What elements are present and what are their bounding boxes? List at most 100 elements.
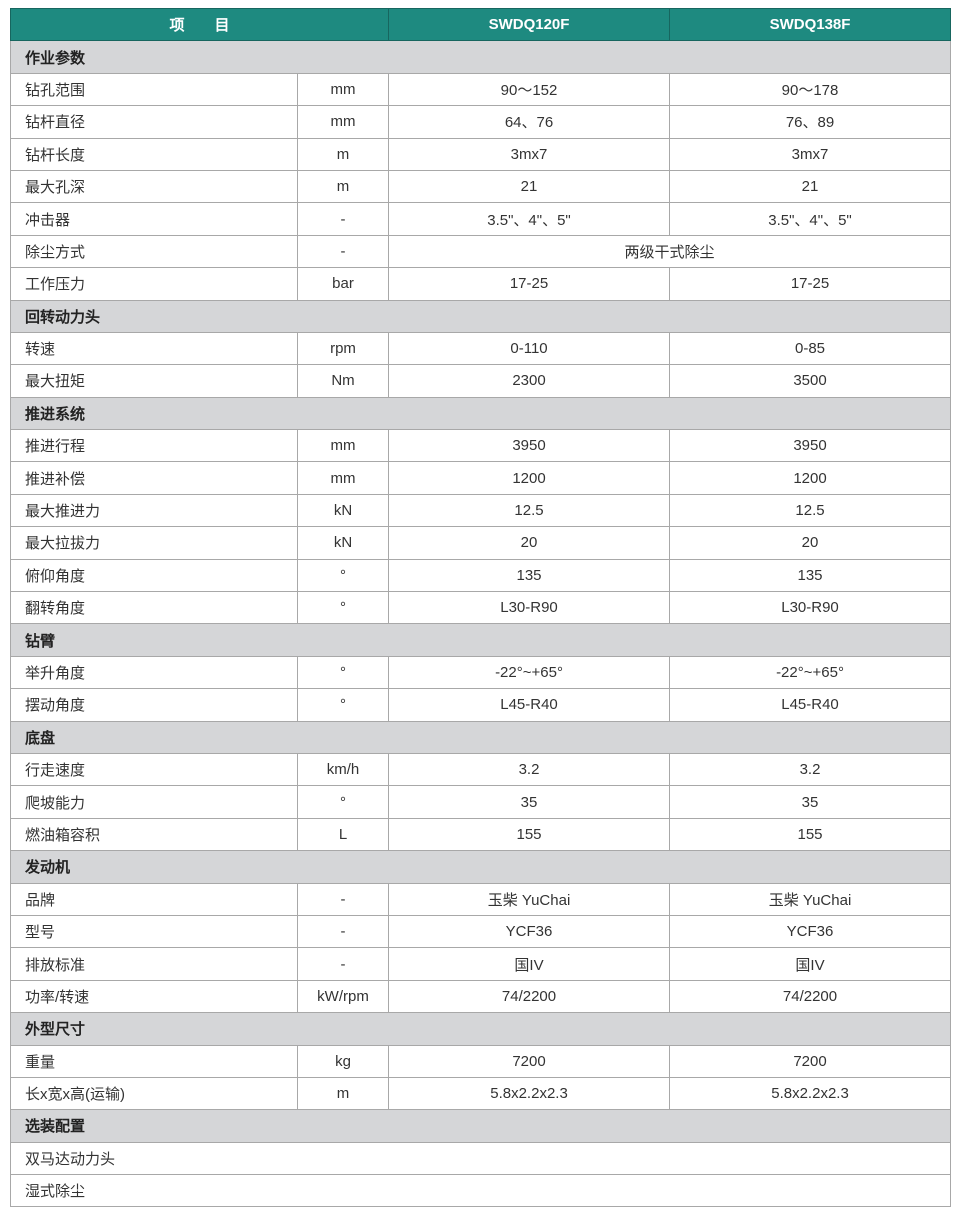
param-label: 最大扭矩 <box>10 364 298 398</box>
param-unit: ° <box>296 558 390 593</box>
section-title: 钻臂 <box>9 623 952 657</box>
param-label: 最大拉拔力 <box>10 526 298 560</box>
param-unit: - <box>296 882 390 916</box>
param-value-model-1: 0-110 <box>388 331 671 366</box>
header-model-1: SWDQ120F <box>388 7 671 42</box>
param-value-model-1: 12.5 <box>388 493 671 528</box>
header-item: 项 目 <box>9 7 390 42</box>
table-row: 摆动角度 ° L45-R40 L45-R40 <box>10 688 952 722</box>
param-label: 爬坡能力 <box>10 785 298 819</box>
param-value-model-2: 1200 <box>669 461 952 495</box>
param-value-model-1: 1200 <box>388 461 671 495</box>
param-unit: kN <box>296 493 390 528</box>
param-unit: bar <box>296 267 390 301</box>
param-label: 摆动角度 <box>10 688 298 722</box>
param-value-model-2: 76、89 <box>669 105 952 139</box>
param-value-model-1: -22°~+65° <box>388 655 671 690</box>
section-row: 作业参数 <box>9 40 952 74</box>
param-label: 钻杆长度 <box>10 137 298 171</box>
table-row: 最大拉拔力 kN 20 20 <box>10 526 952 560</box>
param-value-model-2: L45-R40 <box>669 688 952 722</box>
param-unit: mm <box>296 72 390 107</box>
table-row: 推进补偿 mm 1200 1200 <box>10 461 952 495</box>
param-unit: ° <box>296 688 390 722</box>
param-label: 推进补偿 <box>10 461 298 495</box>
param-value-model-1: 20 <box>388 526 671 560</box>
param-value-model-2: 0-85 <box>669 331 952 366</box>
table-row: 排放标准 - 国IV 国IV <box>10 947 952 981</box>
param-value-model-1: 5.8x2.2x2.3 <box>388 1076 671 1111</box>
param-unit: Nm <box>296 364 390 398</box>
param-label: 推进行程 <box>10 429 298 463</box>
section-row: 钻臂 <box>9 623 952 657</box>
option-label: 湿式除尘 <box>9 1174 952 1208</box>
table-row: 钻杆长度 m 3mx7 3mx7 <box>10 137 952 171</box>
param-value-model-2: 21 <box>669 169 952 204</box>
param-label: 冲击器 <box>10 202 298 236</box>
param-value-model-2: 玉柴 YuChai <box>669 882 952 916</box>
param-unit: - <box>296 947 390 981</box>
table-row: 湿式除尘 <box>9 1174 952 1208</box>
param-label: 工作压力 <box>10 267 298 301</box>
param-value-model-1: 7200 <box>388 1044 671 1078</box>
param-value-model-2: 3950 <box>669 429 952 463</box>
param-value-model-2: 5.8x2.2x2.3 <box>669 1076 952 1111</box>
param-label: 型号 <box>10 914 298 949</box>
param-label: 长x宽x高(运输) <box>10 1076 298 1111</box>
spec-table: 项 目 SWDQ120F SWDQ138F 作业参数 钻孔范围 mm 90～152 90… <box>9 7 952 1208</box>
param-label: 品牌 <box>10 882 298 916</box>
param-unit: kN <box>296 526 390 560</box>
section-title: 外型尺寸 <box>9 1012 952 1046</box>
param-value-model-2: 国IV <box>669 947 952 981</box>
header-model-2: SWDQ138F <box>669 7 952 42</box>
table-row: 燃油箱容积 L 155 155 <box>10 817 952 852</box>
param-unit: m <box>296 137 390 171</box>
param-label: 最大推进力 <box>10 493 298 528</box>
param-value-model-1: L30-R90 <box>388 591 671 625</box>
table-row: 功率/转速 kW/rpm 74/2200 74/2200 <box>10 979 952 1014</box>
param-label: 最大孔深 <box>10 169 298 204</box>
param-value-model-1: 155 <box>388 817 671 852</box>
param-value-model-1: 国IV <box>388 947 671 981</box>
param-value-model-2: YCF36 <box>669 914 952 949</box>
table-row: 推进行程 mm 3950 3950 <box>10 429 952 463</box>
section-title: 作业参数 <box>9 40 952 74</box>
param-unit: kW/rpm <box>296 979 390 1014</box>
table-row: 最大孔深 m 21 21 <box>10 169 952 204</box>
header-row: 项 目 SWDQ120F SWDQ138F <box>9 7 952 42</box>
param-value-model-2: 3.5"、4"、5" <box>669 202 952 236</box>
param-label: 举升角度 <box>10 655 298 690</box>
param-label: 钻杆直径 <box>10 105 298 139</box>
table-row: 冲击器 -3.5"、4"、5" 3.5"、4"、5" <box>10 202 952 236</box>
param-value-model-2: 3.2 <box>669 752 952 787</box>
param-unit: kg <box>296 1044 390 1078</box>
param-value-model-1: 90～152 <box>388 72 671 107</box>
param-unit: - <box>296 914 390 949</box>
table-row: 型号 - YCF36 YCF36 <box>10 914 952 949</box>
param-value-model-1: 2300 <box>388 364 671 398</box>
section-row: 推进系统 <box>9 396 952 431</box>
param-label: 俯仰角度 <box>10 558 298 593</box>
table-row: 长x宽x高(运输) m 5.8x2.2x2.3 5.8x2.2x2.3 <box>10 1076 952 1111</box>
table-row: 爬坡能力 ° 35 35 <box>10 785 952 819</box>
table-row: 重量 kg 7200 7200 <box>10 1044 952 1078</box>
param-value-model-1: 74/2200 <box>388 979 671 1014</box>
param-value-model-1: 64、76 <box>388 105 671 139</box>
table-row: 最大扭矩 Nm 2300 3500 <box>10 364 952 398</box>
param-value-model-1: 3mx7 <box>388 137 671 171</box>
param-value-model-1: 玉柴 YuChai <box>388 882 671 916</box>
param-value-model-2: 7200 <box>669 1044 952 1078</box>
param-value-model-1: 3950 <box>388 429 671 463</box>
param-label: 行走速度 <box>10 752 298 787</box>
table-row: 品牌 - 玉柴 YuChai 玉柴 YuChai <box>10 882 952 916</box>
param-value-model-1: 35 <box>388 785 671 819</box>
param-value-model-2: 12.5 <box>669 493 952 528</box>
param-unit: rpm <box>296 331 390 366</box>
param-unit: - <box>296 234 390 269</box>
section-row: 底盘 <box>9 720 952 754</box>
param-value-model-1: 21 <box>388 169 671 204</box>
section-title: 底盘 <box>9 720 952 754</box>
param-value-model-2: 135 <box>669 558 952 593</box>
param-label: 功率/转速 <box>10 979 298 1014</box>
section-row: 发动机 <box>9 850 952 884</box>
